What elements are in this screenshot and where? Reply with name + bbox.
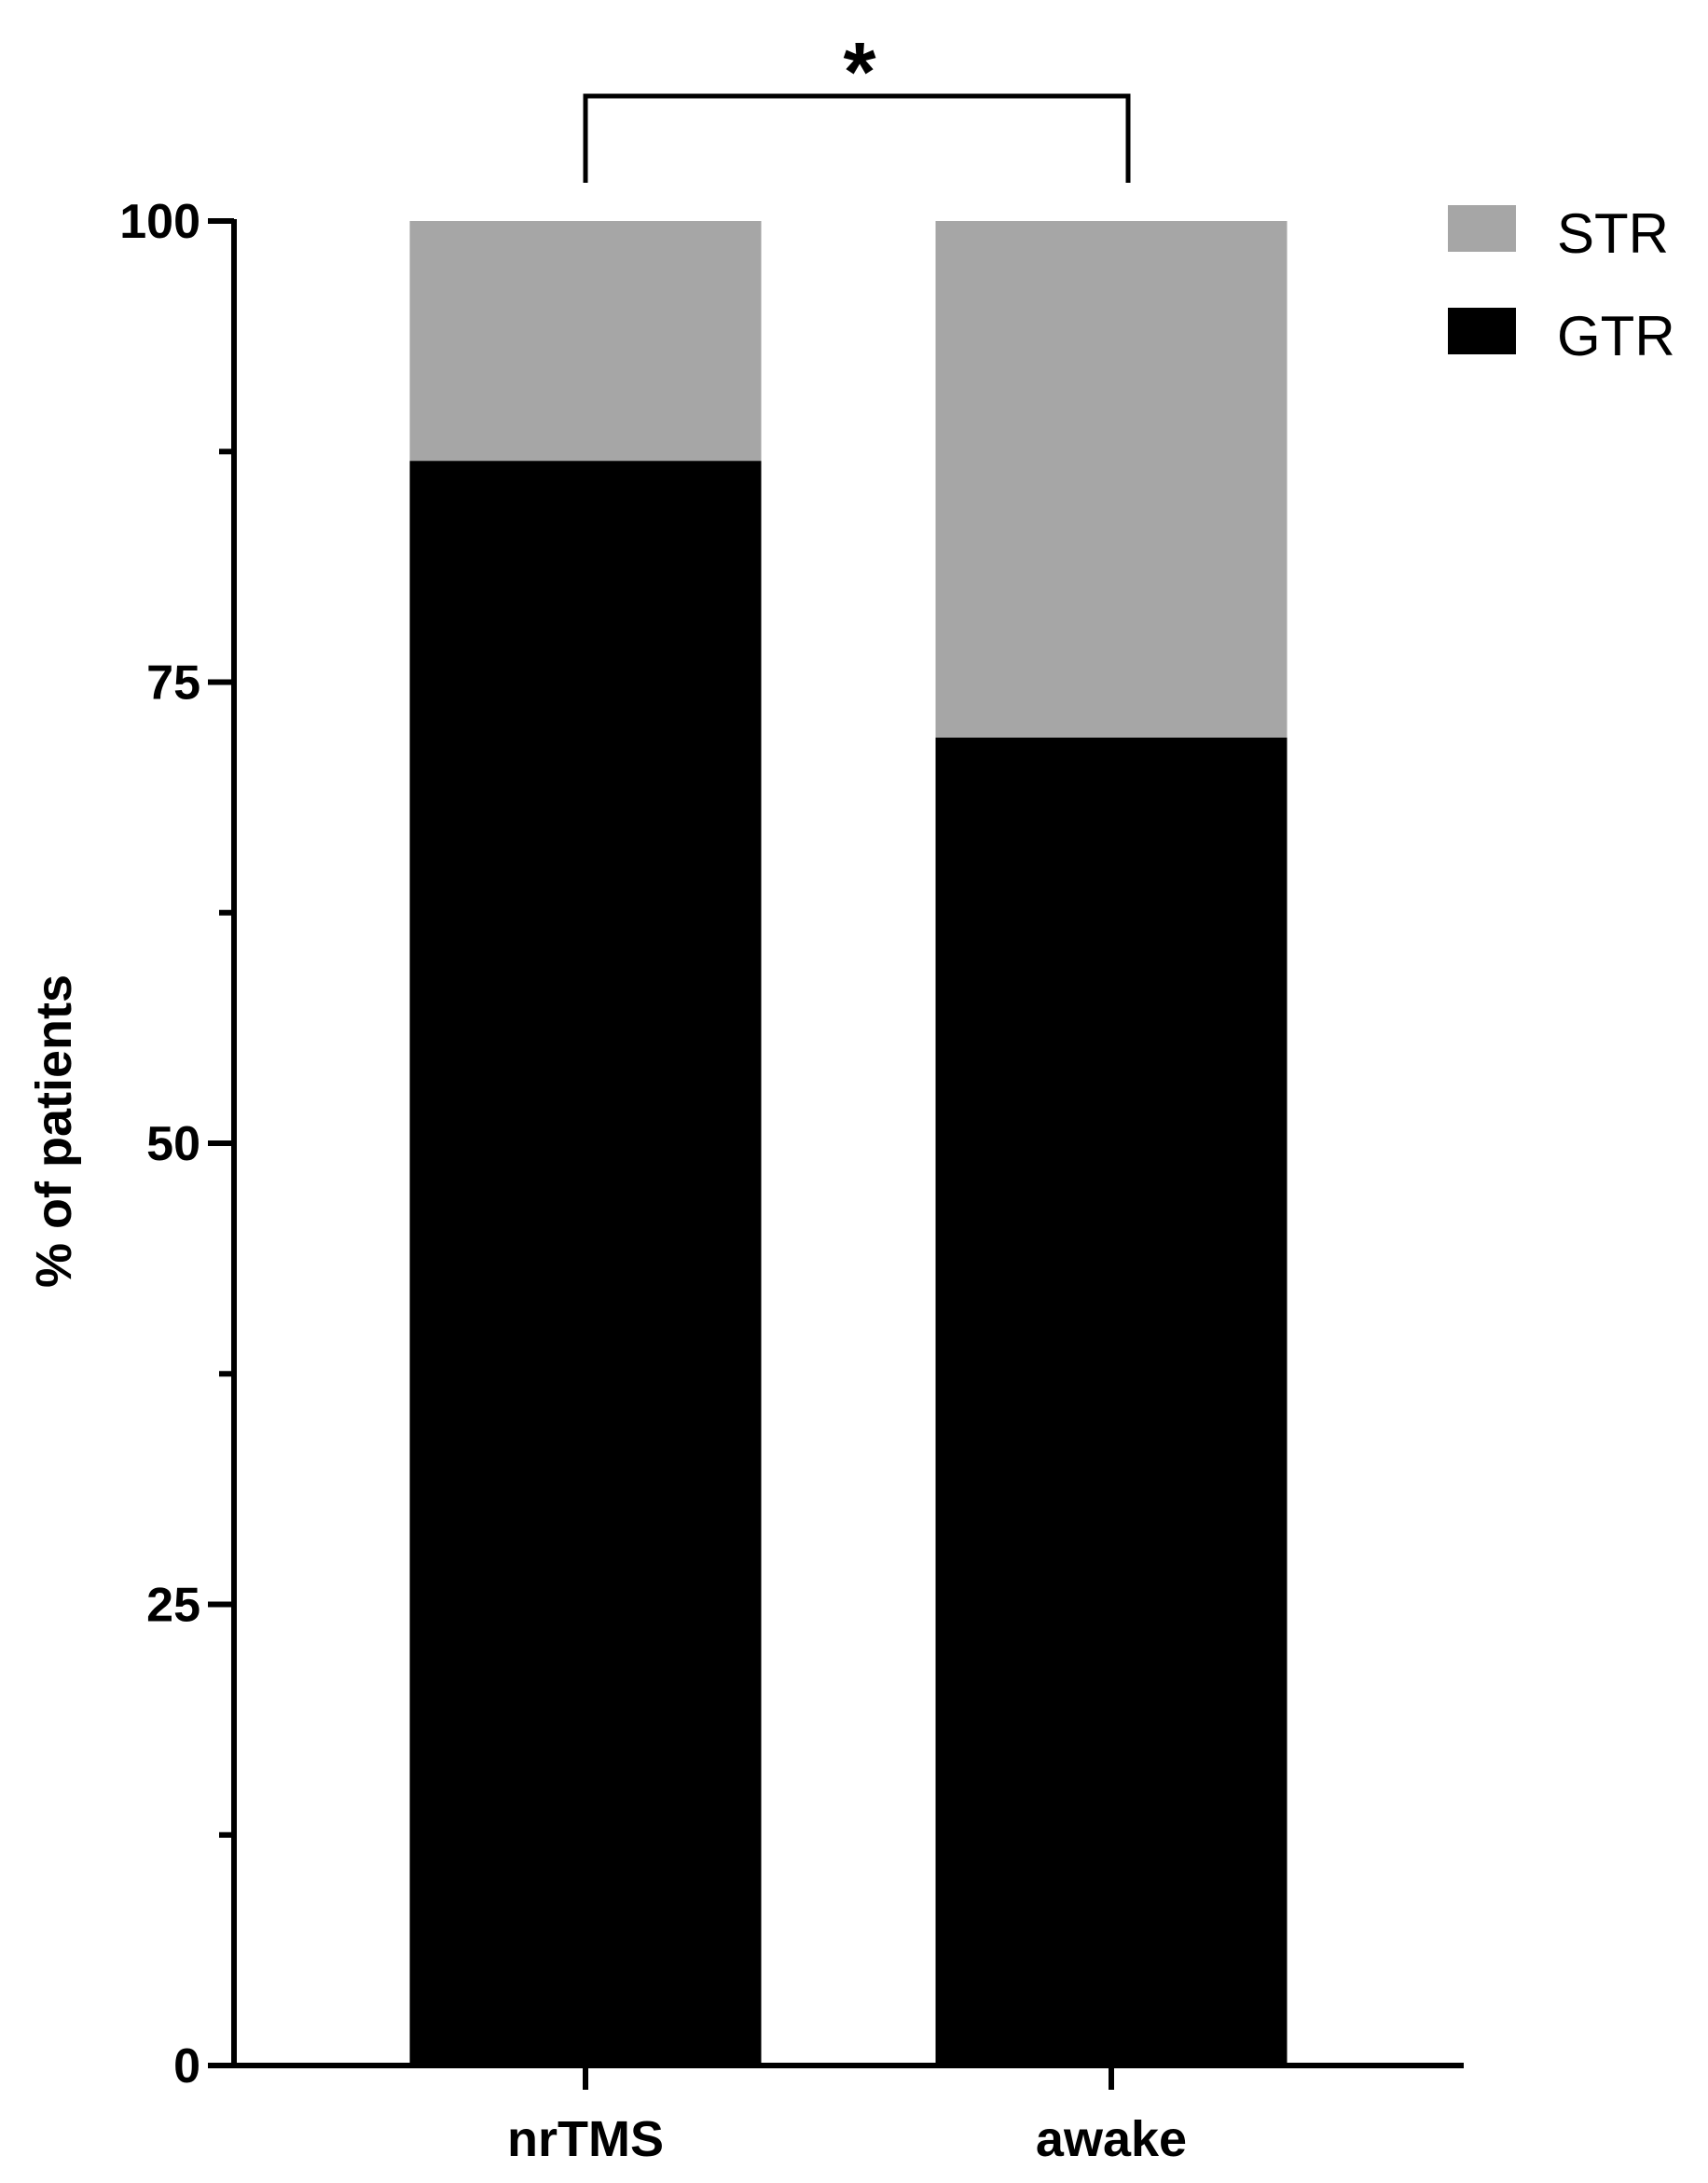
significance-bracket xyxy=(583,93,1131,183)
y-tick-label-0: 0 xyxy=(173,2039,200,2093)
bar-str-awake xyxy=(935,221,1288,738)
y-tick-label-25: 25 xyxy=(146,1579,200,1633)
bars-layer xyxy=(409,221,1288,2066)
axes-layer xyxy=(208,218,1464,2090)
y-tick-label-75: 75 xyxy=(146,656,200,711)
significance-annotation: * xyxy=(583,26,1131,183)
legend: STR GTR xyxy=(1448,202,1675,367)
bar-gtr-awake xyxy=(935,737,1288,2066)
y-tick-label-50: 50 xyxy=(146,1117,200,1171)
legend-swatch-str xyxy=(1448,205,1516,252)
significance-label: * xyxy=(843,26,875,119)
labels-layer: 0 25 50 75 100 nrTMS awake % of patients xyxy=(26,195,1187,2167)
x-tick-label-nrtms: nrTMS xyxy=(507,2111,664,2167)
legend-label-str: STR xyxy=(1557,202,1669,265)
y-tick-label-100: 100 xyxy=(119,195,200,249)
bar-str-nrtms xyxy=(409,221,762,462)
y-axis-title: % of patients xyxy=(26,974,82,1288)
legend-swatch-gtr xyxy=(1448,308,1516,354)
bar-gtr-nrtms xyxy=(409,461,762,2066)
x-tick-label-awake: awake xyxy=(1036,2111,1187,2167)
legend-label-gtr: GTR xyxy=(1557,305,1675,367)
